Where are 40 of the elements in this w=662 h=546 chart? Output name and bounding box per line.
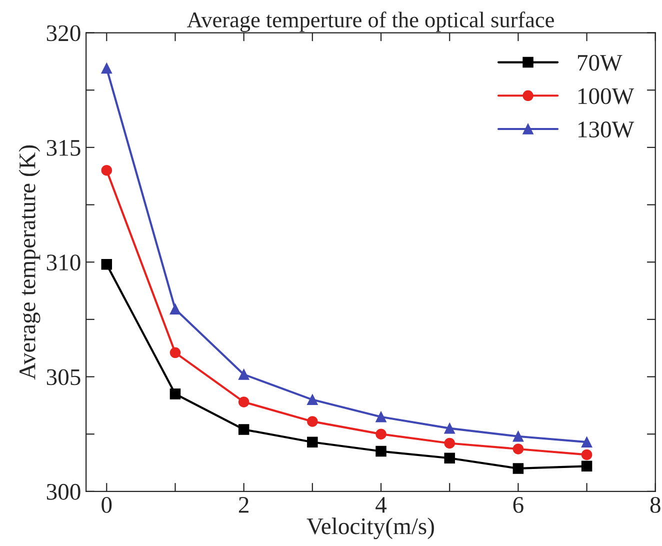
- point: [170, 388, 181, 400]
- y-tick-label: 310: [46, 254, 80, 271]
- point: [101, 258, 112, 270]
- x-tick-label: 4: [376, 497, 387, 513]
- point: [444, 438, 455, 449]
- point: [307, 394, 318, 406]
- x-tick-label: 2: [238, 497, 248, 513]
- point: [170, 347, 181, 358]
- point: [581, 460, 592, 472]
- point: [101, 164, 112, 176]
- point: [307, 436, 318, 448]
- point: [581, 436, 592, 448]
- y-tick-label: 320: [46, 25, 80, 42]
- point: [512, 430, 524, 442]
- legend-label: 70W: [578, 54, 622, 71]
- point: [307, 416, 318, 427]
- point: [376, 428, 386, 440]
- x-tick-label: 0: [102, 496, 112, 513]
- point: [581, 449, 592, 460]
- chart-title: Average temperture of the optical surface: [186, 12, 554, 32]
- point: [376, 411, 386, 422]
- legend-label: 130W: [578, 122, 634, 138]
- point: [170, 304, 181, 314]
- point: [376, 446, 386, 457]
- point: [238, 369, 250, 380]
- point: [444, 422, 455, 434]
- point: [512, 444, 524, 454]
- point: [444, 452, 455, 464]
- point: [101, 62, 112, 74]
- x-tick-label: 8: [650, 496, 660, 513]
- y-tick-label: 315: [46, 140, 80, 156]
- x-tick-label: 6: [513, 497, 524, 513]
- y-axis-title: Average temperature (K): [18, 145, 40, 380]
- point: [512, 463, 524, 474]
- legend-label: 100W: [578, 88, 634, 104]
- point: [238, 396, 250, 408]
- point: [238, 424, 250, 435]
- y-tick-label: 305: [46, 369, 80, 386]
- y-tick-label: 300: [46, 484, 80, 500]
- x-axis-title: Velocity(m/s): [306, 518, 434, 540]
